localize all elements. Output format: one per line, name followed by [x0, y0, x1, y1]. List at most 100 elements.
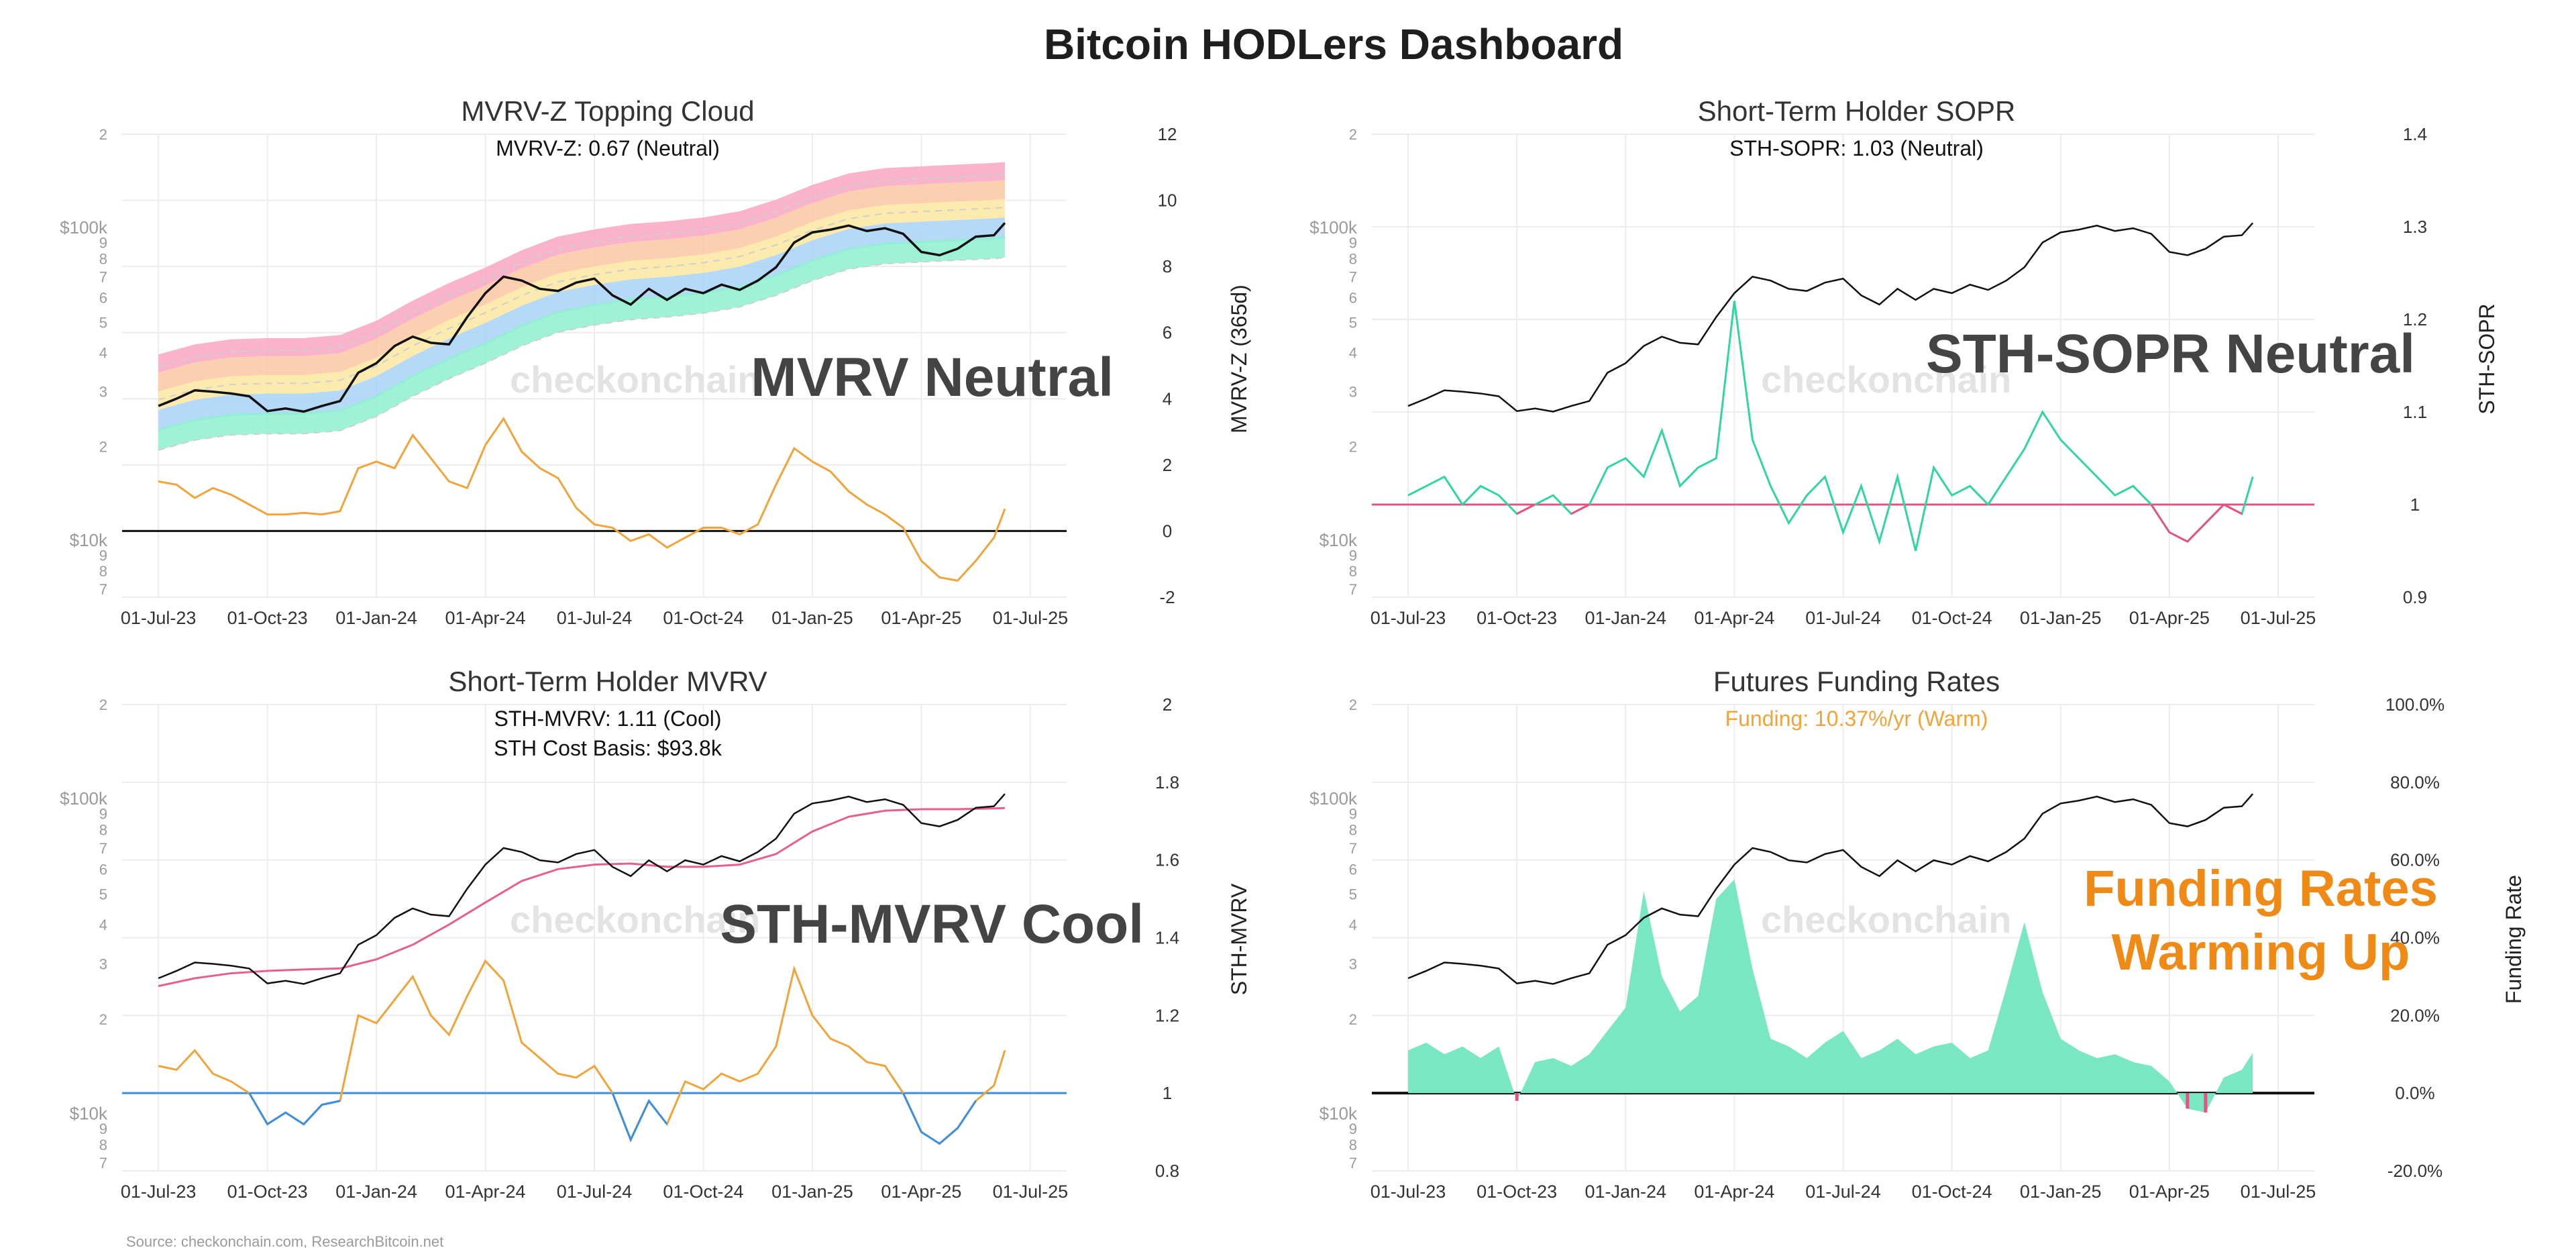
price-tick-label: 3	[99, 384, 107, 401]
x-tick-label: 01-Jan-24	[335, 1182, 417, 1202]
price-line	[1407, 793, 2254, 985]
right-tick-label: 1.2	[2403, 309, 2427, 329]
source-note: Source: checkonchain.com, ResearchBitcoi…	[126, 1233, 443, 1248]
oscillator-below-baseline	[2150, 503, 2243, 543]
x-tick-label: 01-Jul-23	[1371, 1182, 1446, 1202]
price-tick-label: 9	[1349, 806, 1357, 823]
price-tick-label: 5	[1349, 314, 1357, 331]
price-tick-label: 5	[1349, 886, 1357, 902]
price-tick-label: 7	[1349, 581, 1357, 598]
funding-rates-panel: checkonchain Futures Funding Rates Funding…	[1309, 666, 2526, 1202]
price-tick-label: 2	[1349, 126, 1357, 143]
right-axis: 2 1.8 1.6 1.4 1.2 1 0.8 STH-MVRV	[1155, 694, 1251, 1181]
right-tick-label: 4	[1163, 388, 1172, 409]
price-line	[1407, 222, 2254, 413]
watermark: checkonchain	[1761, 898, 2011, 941]
x-tick-label: 01-Jul-24	[1805, 1182, 1881, 1202]
chart-subtitle: MVRV-Z: 0.67 (Neutral)	[496, 136, 720, 160]
callout-text: Funding Rates	[2084, 860, 2438, 917]
x-tick-label: 01-Oct-23	[1477, 608, 1557, 628]
watermark: checkonchain	[1761, 358, 2011, 401]
right-axis-title: MVRV-Z (365d)	[1227, 284, 1251, 433]
price-tick-label: 7	[99, 1155, 107, 1172]
right-tick-label: 10	[1158, 191, 1177, 211]
price-line	[158, 222, 1006, 413]
callout-text: MVRV Neutral	[751, 347, 1114, 408]
price-tick-label: 9	[1349, 547, 1357, 564]
price-tick-label: 8	[99, 1137, 107, 1153]
price-tick-label: 7	[1349, 268, 1357, 285]
x-tick-label: 01-Apr-24	[445, 1182, 525, 1202]
right-tick-label: 6	[1163, 323, 1172, 343]
x-tick-label: 01-Jan-25	[2020, 608, 2102, 628]
price-tick-label: 6	[1349, 290, 1357, 307]
price-tick-label: 2	[99, 1011, 107, 1028]
oscillator-below-baseline	[1516, 503, 1536, 515]
right-tick-label: 2	[1163, 694, 1172, 715]
price-tick-label: 7	[99, 268, 107, 285]
oscillator-below-baseline	[248, 1092, 341, 1126]
right-tick-label: -20.0%	[2387, 1161, 2443, 1181]
price-tick-label: 7	[99, 581, 107, 598]
right-tick-label: 20.0%	[2390, 1005, 2440, 1025]
right-tick-label: 0.9	[2403, 587, 2427, 607]
x-tick-label: 01-Jul-23	[1371, 608, 1446, 628]
right-tick-label: 1.3	[2403, 217, 2427, 237]
price-tick-label: 3	[99, 956, 107, 973]
x-tick-label: 01-Jul-25	[993, 1182, 1069, 1202]
right-axis-title: STH-MVRV	[1227, 883, 1251, 995]
price-tick-label: 7	[1349, 840, 1357, 857]
right-tick-label: 0.8	[1155, 1161, 1179, 1181]
x-tick-label: 01-Apr-25	[2129, 1182, 2210, 1202]
oscillator-below-baseline	[611, 1092, 668, 1143]
right-tick-label: 0	[1163, 521, 1172, 541]
x-tick-label: 01-Jan-24	[335, 608, 417, 628]
callout-text: Warming Up	[2112, 924, 2410, 981]
right-tick-label: 1.4	[1155, 928, 1179, 948]
x-tick-label: 01-Apr-24	[1694, 608, 1774, 628]
x-tick-label: 01-Oct-23	[227, 608, 308, 628]
right-axis: 12 10 8 6 4 2 0 -2 MVRV-Z (365d)	[1158, 124, 1251, 607]
callout-text: STH-SOPR Neutral	[1926, 323, 2415, 384]
cloud-guide	[158, 257, 1006, 451]
cloud-guide	[158, 206, 1006, 401]
right-axis-title: Funding Rate	[2502, 875, 2526, 1004]
x-axis: 01-Jul-23 01-Oct-23 01-Jan-24 01-Apr-24 01-J…	[121, 608, 1068, 628]
price-tick-label: 6	[1349, 861, 1357, 878]
right-tick-label: -2	[1159, 587, 1175, 607]
price-tick-label: 9	[99, 1121, 107, 1137]
x-tick-label: 01-Oct-24	[663, 1182, 743, 1202]
price-tick-label: 9	[1349, 1121, 1357, 1137]
right-tick-label: 80.0%	[2390, 772, 2440, 792]
x-tick-label: 01-Oct-23	[1477, 1182, 1557, 1202]
x-tick-label: 01-Jul-24	[1805, 608, 1881, 628]
price-tick-label: $100k	[60, 788, 108, 809]
price-tick-label: $10k	[1320, 530, 1358, 550]
chart-subtitle: Funding: 10.37%/yr (Warm)	[1725, 707, 1988, 731]
price-tick-label: $100k	[1309, 788, 1358, 809]
x-tick-label: 01-Jul-24	[557, 608, 633, 628]
price-tick-label: 4	[1349, 917, 1357, 933]
price-tick-label: $100k	[60, 217, 108, 238]
oscillator-line	[1407, 301, 2254, 552]
price-tick-label: 2	[99, 126, 107, 143]
oscillator-line	[158, 417, 1006, 582]
price-tick-label: 8	[1349, 1137, 1357, 1153]
chart-title: Short-Term Holder SOPR	[1698, 95, 2016, 127]
price-tick-label: 5	[99, 314, 107, 331]
x-tick-label: 01-Jan-25	[2020, 1182, 2102, 1202]
price-tick-label: 9	[99, 547, 107, 564]
price-tick-label: 8	[99, 563, 107, 580]
price-tick-label: $100k	[1309, 217, 1358, 238]
price-tick-label: 4	[99, 917, 107, 933]
price-tick-label: 9	[99, 806, 107, 823]
right-axis-title: STH-SOPR	[2475, 303, 2499, 414]
price-tick-label: 4	[1349, 345, 1357, 362]
sth-mvrv-panel: checkonchain Short-Term Holder MVRV STH-MV…	[60, 666, 1251, 1202]
price-tick-label: $10k	[70, 1103, 108, 1123]
watermark: checkonchain	[510, 358, 760, 401]
price-tick-label: $10k	[70, 530, 108, 550]
x-tick-label: 01-Jan-25	[771, 608, 853, 628]
